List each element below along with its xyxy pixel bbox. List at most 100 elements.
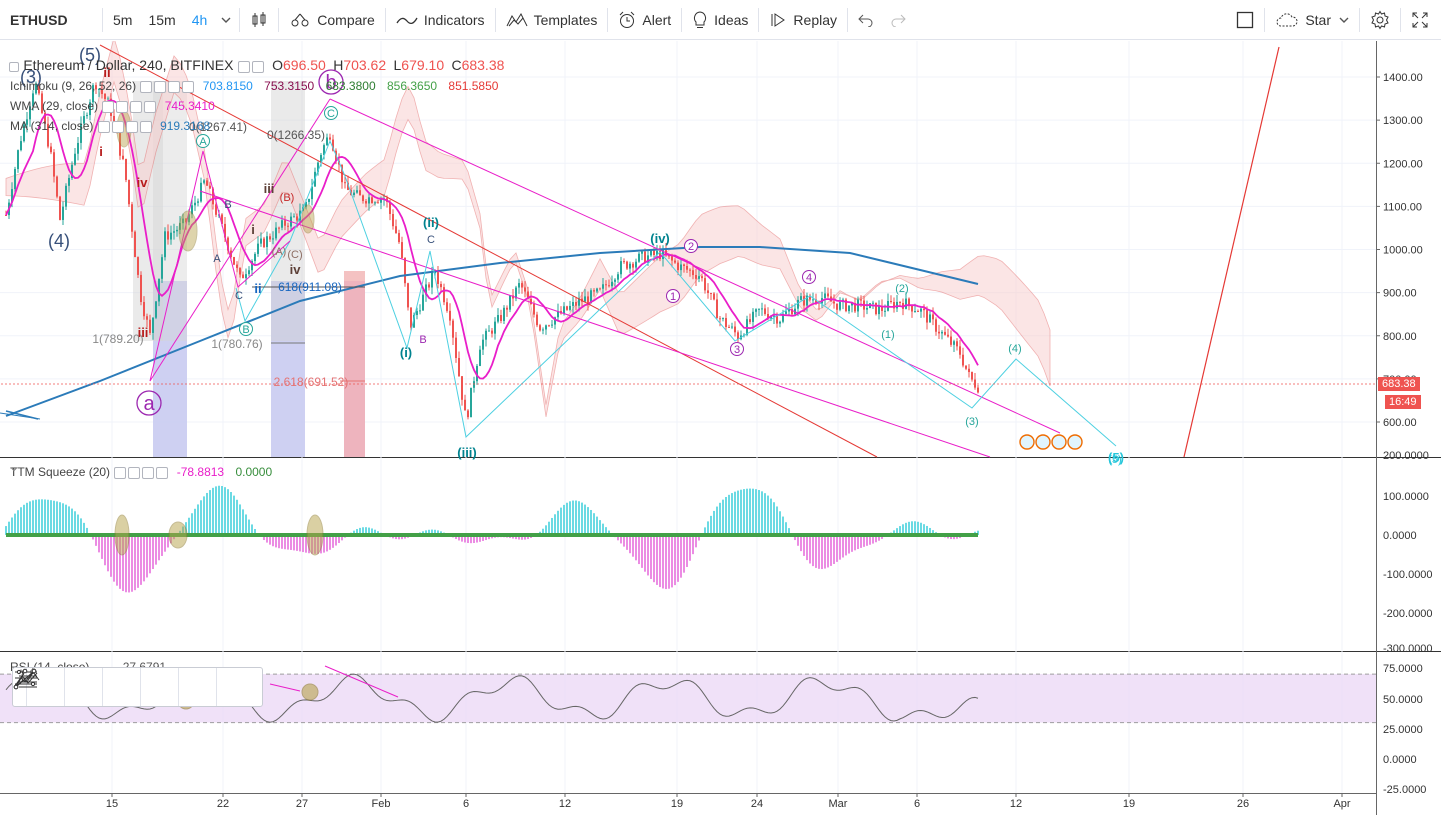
trend-line-tool[interactable] bbox=[13, 668, 179, 706]
templates-icon bbox=[506, 12, 528, 26]
fullscreen-icon bbox=[1412, 12, 1428, 28]
ttm-bar bbox=[341, 535, 343, 541]
ttm-bar bbox=[224, 487, 226, 535]
ttm-bar bbox=[245, 514, 247, 535]
ttm-axis-label: -300.0000 bbox=[1383, 643, 1433, 655]
ttm-bar bbox=[590, 509, 592, 535]
ttm-bar bbox=[854, 535, 856, 551]
ttm-bar bbox=[401, 535, 403, 540]
undo-button[interactable] bbox=[850, 0, 882, 40]
time-axis-label: 12 bbox=[1010, 798, 1022, 810]
ttm-bar bbox=[104, 535, 106, 566]
highlight-ellipse bbox=[301, 683, 319, 701]
candle-body bbox=[485, 330, 487, 340]
elliott-correction-tool[interactable]: AC bbox=[14, 668, 141, 706]
candle-body bbox=[722, 318, 724, 320]
ttm-bar bbox=[638, 535, 640, 565]
eye-icon[interactable] bbox=[102, 100, 115, 113]
close-icon[interactable] bbox=[168, 80, 181, 93]
path-tool[interactable] bbox=[13, 668, 255, 706]
settings-icon[interactable] bbox=[154, 80, 167, 93]
candle-body bbox=[593, 290, 595, 292]
rsi-axis-label: 50.0000 bbox=[1383, 694, 1423, 706]
interval-5m[interactable]: 5m bbox=[113, 11, 133, 28]
settings-icon[interactable] bbox=[128, 466, 141, 479]
time-axis-label: 6 bbox=[463, 798, 469, 810]
close-icon[interactable] bbox=[142, 466, 155, 479]
chart-type-button[interactable] bbox=[242, 0, 276, 40]
settings-icon[interactable] bbox=[111, 120, 124, 133]
indicators-button[interactable]: Indicators bbox=[388, 0, 493, 40]
divider bbox=[681, 7, 683, 32]
candle-body bbox=[152, 317, 154, 333]
candle-body bbox=[476, 365, 478, 382]
settings-button[interactable] bbox=[1362, 0, 1398, 40]
wave-circle bbox=[196, 134, 210, 148]
candle-body bbox=[512, 295, 514, 299]
ttm-axis-label: 100.0000 bbox=[1383, 491, 1429, 503]
chevron-down-icon[interactable] bbox=[10, 465, 18, 473]
candle-body bbox=[56, 176, 58, 197]
candle-body bbox=[371, 197, 373, 204]
candle-body bbox=[905, 298, 907, 309]
wave-circle bbox=[684, 239, 698, 253]
ttm-bar bbox=[431, 529, 433, 535]
eye-icon[interactable] bbox=[114, 466, 127, 479]
ideas-button[interactable]: Ideas bbox=[684, 0, 756, 40]
bar-countdown-tag: 16:49 bbox=[1385, 395, 1421, 409]
ttm-bar bbox=[821, 535, 823, 570]
ttm-bar bbox=[338, 535, 340, 544]
more-icon[interactable] bbox=[139, 120, 152, 133]
candle-body bbox=[149, 319, 151, 333]
candle-body bbox=[368, 197, 370, 204]
chart-area[interactable]: (3) (4) (5) a b ii i iv iii iii i ii iv (ii) (i) (iii)(… bbox=[0, 41, 1441, 815]
fullscreen-button[interactable] bbox=[1403, 0, 1441, 40]
eye-icon[interactable] bbox=[97, 120, 110, 133]
layout-button[interactable] bbox=[1228, 0, 1262, 40]
earnings-event-icon bbox=[1051, 434, 1067, 450]
wave-label-abc: B bbox=[419, 334, 426, 346]
candle-body bbox=[686, 265, 688, 270]
candle-body bbox=[932, 314, 934, 320]
star-button[interactable]: Star bbox=[1267, 0, 1357, 40]
symbol-search[interactable]: ETHUSD bbox=[10, 11, 68, 28]
more-icon[interactable] bbox=[156, 466, 169, 479]
close-icon[interactable] bbox=[125, 120, 138, 133]
ttm-bar bbox=[593, 513, 595, 535]
interval-15m[interactable]: 15m bbox=[148, 11, 176, 28]
close-icon[interactable] bbox=[130, 100, 143, 113]
candle-body bbox=[566, 306, 568, 310]
settings-icon[interactable] bbox=[116, 100, 129, 113]
interval-4h[interactable]: 4h bbox=[191, 11, 208, 28]
templates-button[interactable]: Templates bbox=[498, 0, 606, 40]
alert-button[interactable]: Alert bbox=[610, 0, 679, 40]
more-icon[interactable] bbox=[144, 100, 157, 113]
candle-body bbox=[332, 139, 334, 151]
ttm-bar bbox=[671, 535, 673, 588]
fib-tool[interactable] bbox=[15, 668, 217, 706]
collapse-legend-button[interactable] bbox=[9, 61, 19, 72]
interval-dropdown[interactable] bbox=[215, 0, 237, 40]
candle-body bbox=[533, 304, 535, 315]
candle-body bbox=[206, 180, 208, 186]
more-icon[interactable] bbox=[182, 80, 195, 93]
eye-icon[interactable] bbox=[237, 60, 250, 73]
settings-icon[interactable] bbox=[251, 60, 264, 73]
candle-body bbox=[128, 180, 130, 205]
ttm-bar bbox=[716, 506, 718, 535]
candle-body bbox=[461, 376, 463, 400]
ma-line-start bbox=[0, 412, 41, 420]
ttm-bar bbox=[230, 492, 232, 535]
time-axis-label: 12 bbox=[559, 798, 571, 810]
candle-body bbox=[236, 264, 238, 268]
eye-icon[interactable] bbox=[140, 80, 153, 93]
redo-button[interactable] bbox=[882, 0, 914, 40]
ttm-bar bbox=[647, 535, 649, 576]
ichimoku-cloud bbox=[5, 41, 1051, 417]
candle-body bbox=[608, 285, 610, 287]
elliott-impulse-tool[interactable]: 15 bbox=[14, 668, 103, 706]
ttm-bar bbox=[866, 535, 868, 546]
compare-button[interactable]: Compare bbox=[281, 0, 383, 40]
gear-icon bbox=[1371, 10, 1389, 30]
replay-button[interactable]: Replay bbox=[761, 0, 845, 40]
